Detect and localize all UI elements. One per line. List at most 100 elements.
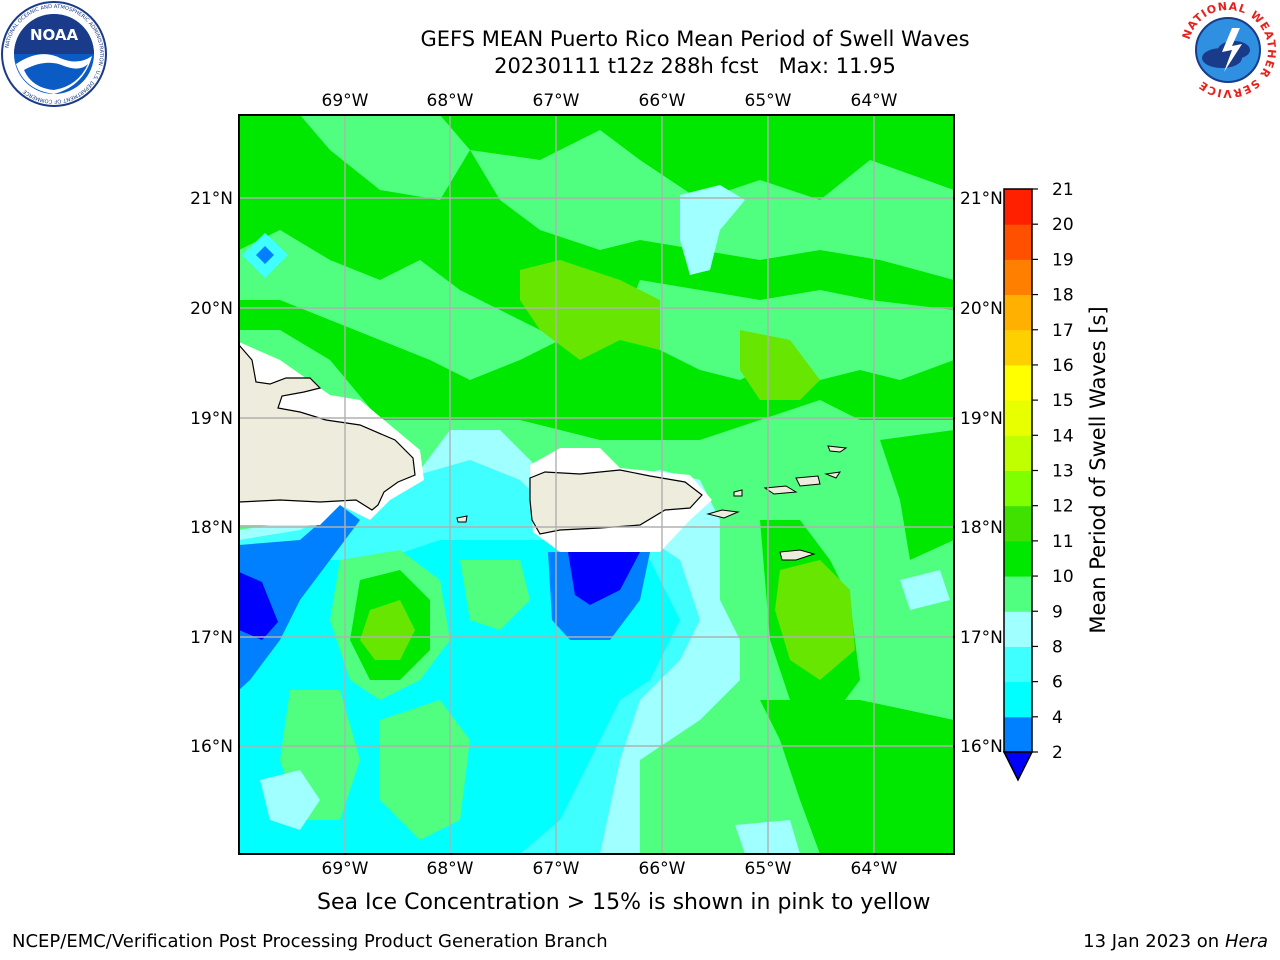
land-vi-2 xyxy=(795,475,821,487)
nws-logo: NATIONAL WEATHER SERVICE xyxy=(1180,0,1278,100)
footer-host: Hera xyxy=(1224,931,1268,952)
land-islet xyxy=(733,489,743,497)
colorbar-tick-label: 12 xyxy=(1052,497,1074,517)
lon-label: 64°W xyxy=(851,91,898,111)
colorbar-bin xyxy=(1004,611,1032,647)
lat-label: 17°N xyxy=(960,628,1003,648)
lon-label: 65°W xyxy=(745,859,792,879)
lon-labels-bottom: 69°W 68°W 67°W 66°W 65°W 64°W xyxy=(322,859,898,879)
colorbar-tick-label: 11 xyxy=(1052,532,1074,552)
colorbar-bin xyxy=(1004,364,1032,401)
noaa-logo-text: NOAA xyxy=(30,26,79,44)
chart-title: GEFS MEAN Puerto Rico Mean Period of Swe… xyxy=(240,26,1150,80)
lon-label: 69°W xyxy=(322,91,369,111)
fill-south-east-dark xyxy=(760,700,954,854)
colorbar: 2 4 6 8 9 10 11 12 13 14 15 16 17 18 19 20 21 xyxy=(1002,180,1074,782)
colorbar-bin xyxy=(1004,716,1032,753)
fill-cyan-nw-spot-inner xyxy=(256,246,274,264)
colorbar-bin xyxy=(1004,400,1032,436)
lon-label: 69°W xyxy=(322,859,369,879)
lat-label: 21°N xyxy=(960,189,1003,209)
land-vi-4 xyxy=(824,471,842,479)
colorbar-bin xyxy=(1004,576,1032,612)
fill-blue-west xyxy=(239,505,360,690)
lat-label: 17°N xyxy=(190,628,233,648)
lon-labels-top: 69°W 68°W 67°W 66°W 65°W 64°W xyxy=(322,91,898,111)
land-vi-1 xyxy=(763,485,798,495)
fill-north-lightband-3 xyxy=(239,230,560,380)
fill-south-green-2 xyxy=(460,560,530,630)
colorbar-tick-label: 8 xyxy=(1052,637,1063,657)
fill-north-lightband-1 xyxy=(300,115,470,200)
map-gridlines xyxy=(239,115,954,854)
colorbar-tick-label: 17 xyxy=(1052,321,1074,341)
fill-blue-west-dark xyxy=(239,572,278,640)
colorbar-bin xyxy=(1004,189,1032,225)
fill-south-green-4 xyxy=(380,700,470,840)
map-frame xyxy=(238,114,955,855)
colorbar-tick-label: 19 xyxy=(1052,250,1074,270)
lat-label: 21°N xyxy=(190,189,233,209)
colorbar-tick-label: 10 xyxy=(1052,567,1074,587)
lon-label: 65°W xyxy=(745,91,792,111)
fill-lime-2 xyxy=(740,330,820,400)
fill-south-green-1-lime xyxy=(360,600,415,660)
footer-branch: NCEP/EMC/Verification Post Processing Pr… xyxy=(12,931,608,952)
lat-label: 16°N xyxy=(960,737,1003,757)
colorbar-tick-label: 16 xyxy=(1052,356,1074,376)
colorbar-bin xyxy=(1004,540,1032,577)
footer-date: 13 Jan 2023 on Hera xyxy=(1083,931,1268,952)
colorbar-bin xyxy=(1004,294,1032,331)
colorbar-bin xyxy=(1004,470,1032,507)
colorbar-tick-label: 6 xyxy=(1052,673,1063,693)
land-mona xyxy=(456,515,468,523)
title-line-1: GEFS MEAN Puerto Rico Mean Period of Swe… xyxy=(420,27,970,51)
fill-pale-cyan-north xyxy=(680,185,745,275)
lon-label: 66°W xyxy=(639,859,686,879)
lon-label: 64°W xyxy=(851,859,898,879)
lon-label: 67°W xyxy=(533,91,580,111)
fill-north-lightband-4 xyxy=(620,280,954,380)
colorbar-bin xyxy=(1004,435,1032,471)
sea-ice-note: Sea Ice Concentration > 15% is shown in … xyxy=(317,890,931,915)
lon-label: 68°W xyxy=(427,859,474,879)
lon-label: 66°W xyxy=(639,91,686,111)
colorbar-bin xyxy=(1004,259,1032,296)
footer-date-text: 13 Jan 2023 on xyxy=(1083,931,1225,952)
lat-label: 18°N xyxy=(960,518,1003,538)
colorbar-extend-min xyxy=(1002,751,1034,782)
colorbar-bin xyxy=(1004,329,1032,366)
colorbar-label: Mean Period of Swell Waves [s] xyxy=(1086,306,1110,634)
fill-east-lime xyxy=(775,560,855,680)
lat-label: 18°N xyxy=(190,518,233,538)
noaa-logo: NOAA NATIONAL OCEANIC AND ATMOSPHERIC AD… xyxy=(1,1,107,107)
lon-label: 68°W xyxy=(427,91,474,111)
colorbar-bin xyxy=(1004,646,1032,683)
colorbar-tick-label: 18 xyxy=(1052,286,1074,306)
lat-labels-left: 21°N 20°N 19°N 18°N 17°N 16°N xyxy=(190,189,233,757)
colorbar-tick-label: 4 xyxy=(1052,708,1063,728)
lat-label: 19°N xyxy=(190,409,233,429)
land-st-croix xyxy=(779,549,816,561)
fill-lime-1 xyxy=(520,260,660,360)
colorbar-tick-label: 14 xyxy=(1052,426,1074,446)
colorbar-tick-label: 2 xyxy=(1052,743,1063,763)
fill-blue-south-pr-dark xyxy=(568,552,640,605)
land-vieques xyxy=(706,509,740,519)
colorbar-tick-label: 13 xyxy=(1052,462,1074,482)
colorbar-tick-label: 15 xyxy=(1052,391,1074,411)
land-vi-3 xyxy=(827,445,848,453)
lat-label: 20°N xyxy=(960,299,1003,319)
colorbar-bin xyxy=(1004,681,1032,718)
lat-label: 16°N xyxy=(190,737,233,757)
colorbar-tick-label: 20 xyxy=(1052,215,1074,235)
colorbar-bin xyxy=(1004,224,1032,260)
lat-labels-right: 21°N 20°N 19°N 18°N 17°N 16°N xyxy=(960,189,1003,757)
colorbar-tick-label: 21 xyxy=(1052,180,1074,200)
contour-fill-layer xyxy=(239,115,954,854)
fill-pale-cyan-east xyxy=(900,570,950,610)
colorbar-bin xyxy=(1004,505,1032,542)
colorbar-tick-label: 9 xyxy=(1052,602,1063,622)
fill-south-pale-2 xyxy=(260,770,320,830)
